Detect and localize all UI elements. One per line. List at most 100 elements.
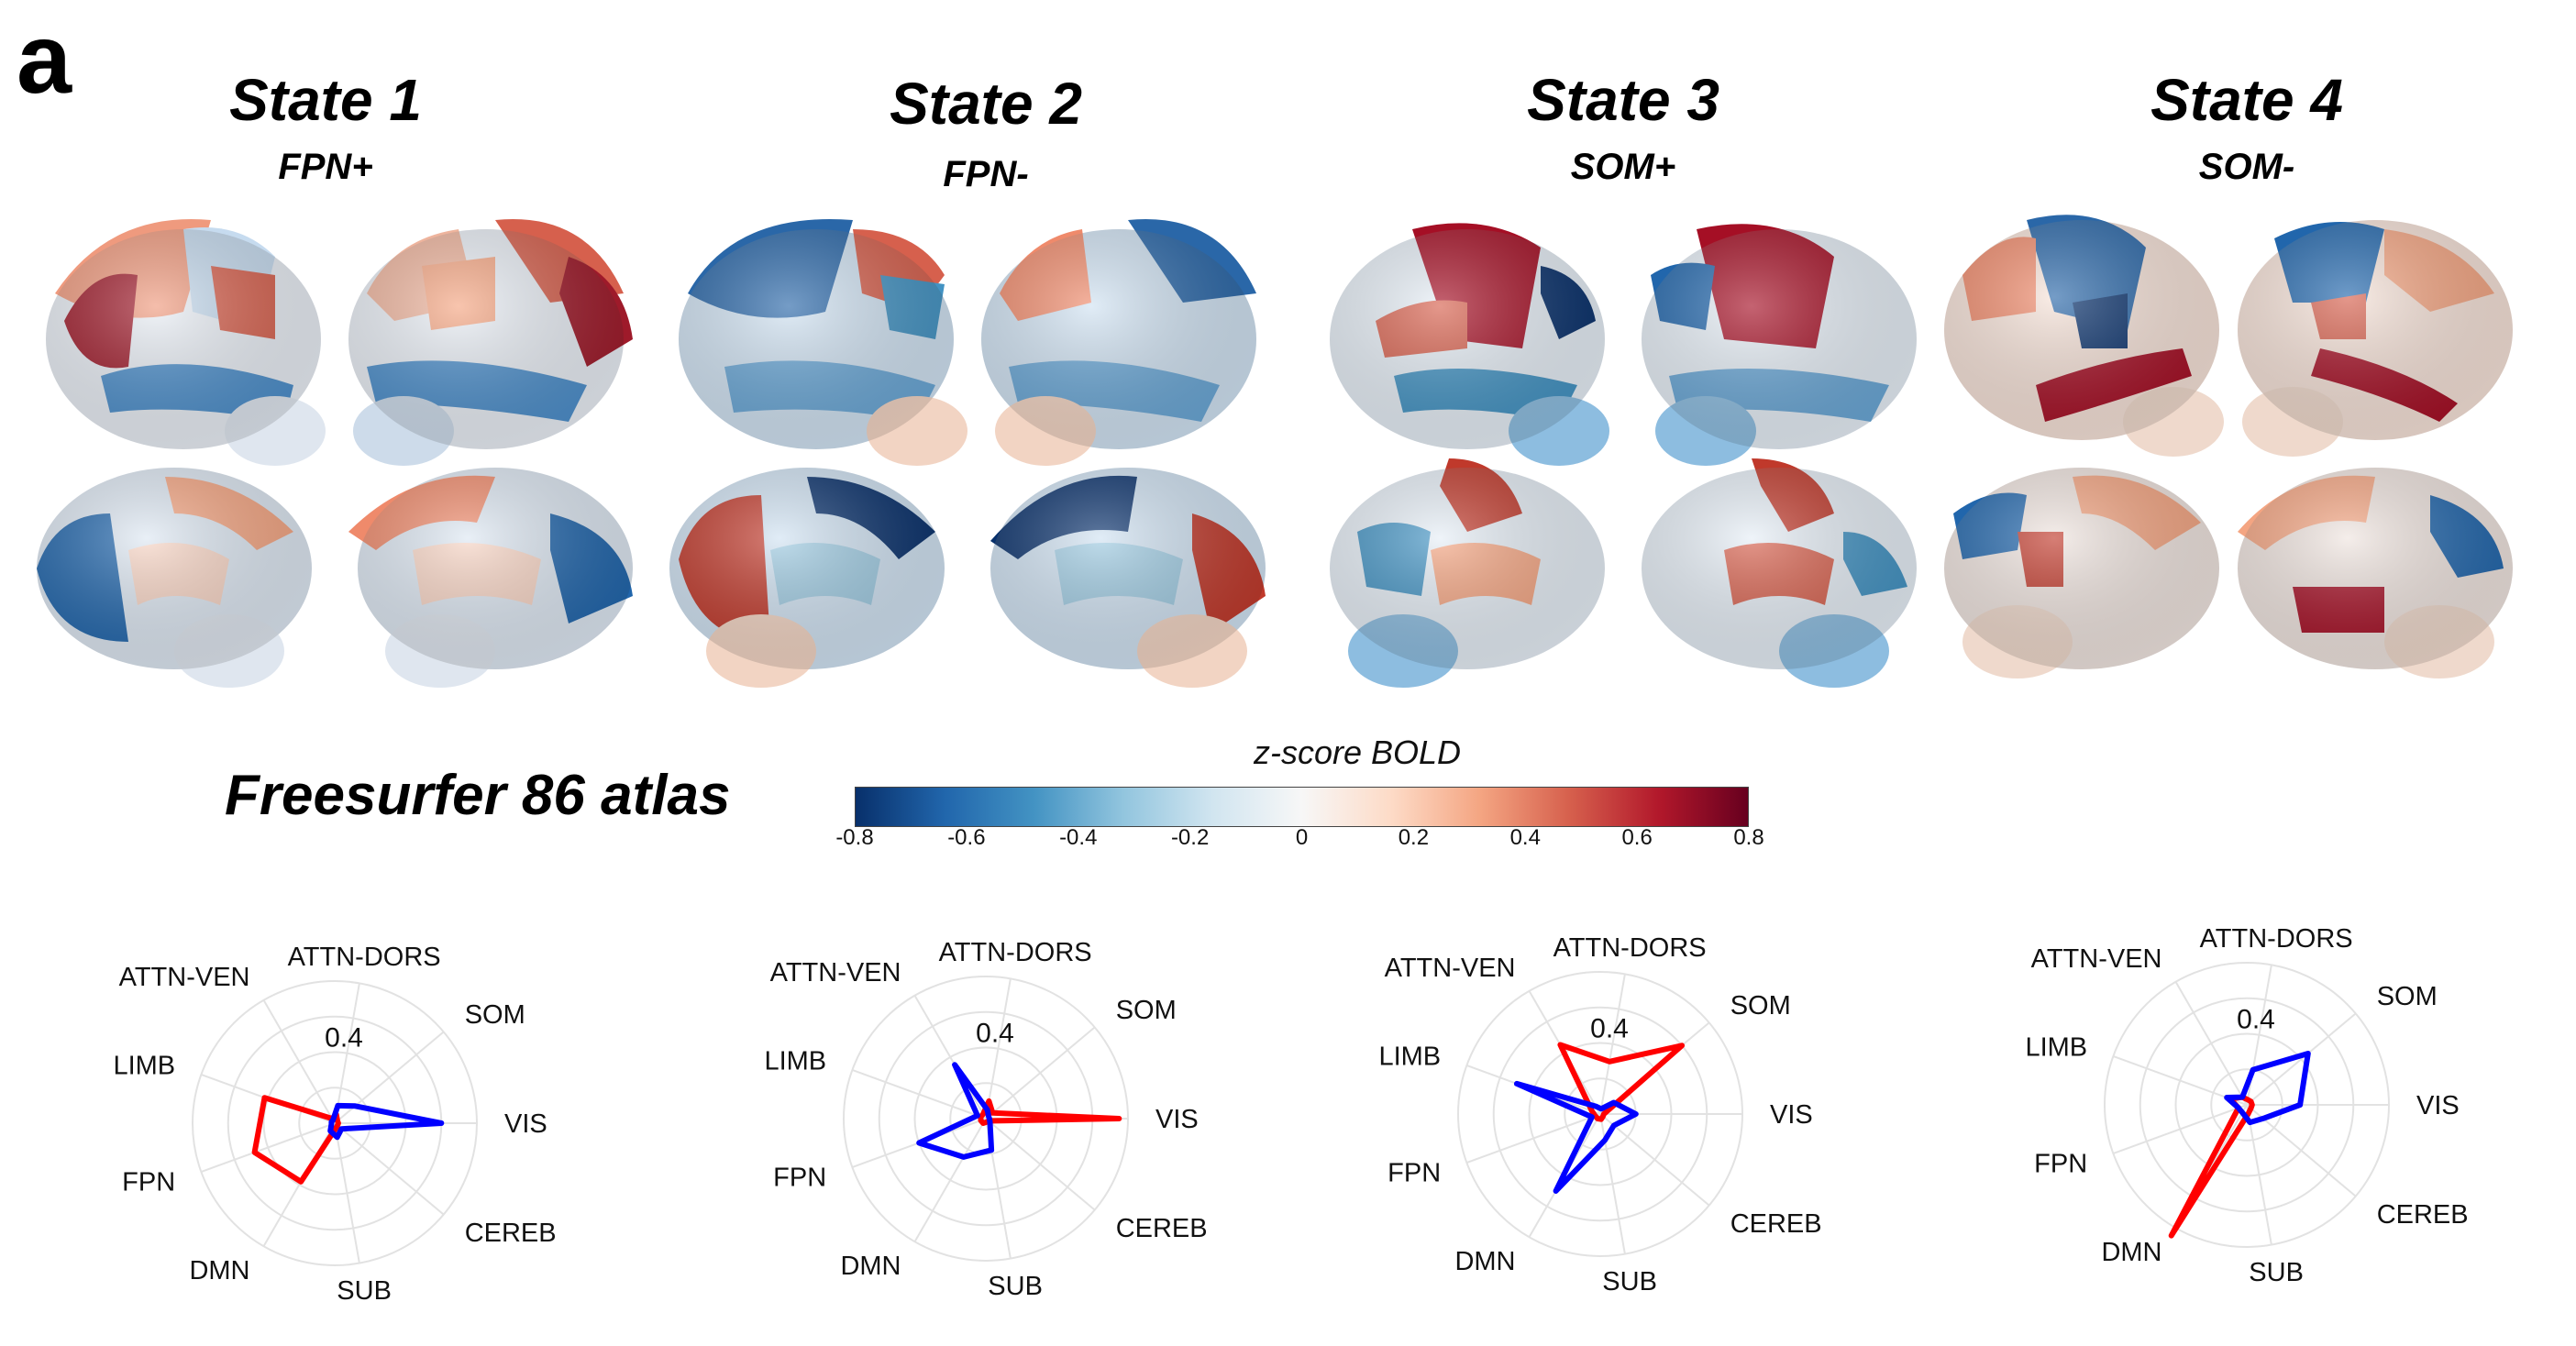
radar-spoke [985, 1026, 1096, 1120]
radar-axis-label: ATTN-DORS [1553, 933, 1707, 963]
radar-axis-label: LIMB [113, 1052, 175, 1081]
radar-axis-label: ATTN-DORS [2200, 924, 2353, 954]
radar-axis-label: SUB [337, 1276, 392, 1306]
state-3-medial-right-brain [1642, 458, 1917, 688]
atlas-label: Freesurfer 86 atlas [225, 764, 731, 827]
radar-radial-tick: 0.4 [325, 1023, 363, 1054]
radar-axis-label: SUB [1602, 1267, 1657, 1296]
radar-series-2 [1514, 1080, 1639, 1194]
state-2-subtitle: FPN- [943, 154, 1029, 194]
radar-axis-label: SUB [988, 1272, 1043, 1301]
radar-spoke [1599, 1113, 1626, 1254]
radar-axis-label: DMN [189, 1256, 249, 1285]
radar-spoke [985, 978, 1012, 1120]
state-1-medial-right-brain [348, 468, 633, 688]
colorbar-tick: 0.4 [1509, 825, 1541, 850]
colorbar-tick: 0 [1295, 825, 1309, 850]
state-3-lateral-right-brain [1642, 224, 1917, 466]
state-3-title: State 3 [1527, 67, 1719, 133]
radar-spoke [1599, 1113, 1710, 1207]
colorbar-tick: -0.6 [947, 825, 986, 850]
radar-axis-label: ATTN-DORS [939, 938, 1092, 967]
radar-series-2 [916, 1062, 995, 1160]
radar-axis-label: SOM [1730, 991, 1791, 1021]
radar-spoke [852, 1069, 987, 1120]
radar-axis-label: CEREB [2377, 1200, 2469, 1230]
radar-spoke [262, 999, 336, 1124]
state-2-lateral-right-brain [981, 219, 1256, 466]
radar-chart-2: VIS SOM ATTN-DORS ATTN-VEN LIMB FPN DMN SUB CERE… [764, 938, 1207, 1301]
state-2-medial-right-brain [990, 468, 1266, 688]
state-3-subtitle: SOM+ [1570, 147, 1676, 187]
radar-axis-label: SOM [2377, 982, 2438, 1011]
state-4-brains [1944, 215, 2513, 679]
radar-spoke [985, 1118, 1096, 1211]
radar-axis-label: FPN [2034, 1149, 2087, 1178]
colorbar-title: z-score BOLD [1253, 734, 1462, 771]
radar-spoke [2113, 1104, 2248, 1154]
radar-axis-label: ATTN-VEN [770, 958, 901, 987]
radar-radial-tick: 0.4 [1590, 1014, 1629, 1044]
radar-axis-label: ATTN-DORS [288, 943, 441, 972]
radar-axis-label: VIS [1770, 1100, 1813, 1130]
state-1-subtitle: FPN+ [278, 147, 373, 187]
radar-spoke [2246, 1012, 2357, 1106]
colorbar-tick: 0.2 [1398, 825, 1430, 850]
radar-axis-label: VIS [504, 1109, 547, 1139]
radar-axis-label: SUB [2249, 1258, 2304, 1287]
state-3-medial-left-brain [1330, 458, 1605, 688]
radar-axis-label: VIS [1155, 1105, 1199, 1134]
radar-axis-label: LIMB [1378, 1043, 1441, 1072]
radar-radial-tick: 0.4 [2237, 1005, 2275, 1035]
radar-axis-label: ATTN-VEN [119, 963, 250, 992]
radar-chart-4: VIS SOM ATTN-DORS ATTN-VEN LIMB FPN DMN SUB CERE… [2025, 924, 2468, 1287]
radar-spoke [2246, 965, 2272, 1106]
state-3-brains [1330, 223, 1917, 688]
radar-chart-1: VIS SOM ATTN-DORS ATTN-VEN LIMB FPN DMN SUB CERE… [113, 943, 556, 1306]
radar-axis-label: FPN [1388, 1158, 1441, 1187]
radar-axis-label: DMN [840, 1252, 901, 1281]
radar-charts: VIS SOM ATTN-DORS ATTN-VEN LIMB FPN DMN SUB CERE… [113, 924, 2468, 1306]
state-1-medial-left-brain [37, 468, 312, 688]
radar-radial-tick: 0.4 [976, 1019, 1014, 1049]
state-2-brains [669, 219, 1266, 688]
state-4-medial-right-brain [2238, 468, 2513, 679]
colorbar-gradient [855, 787, 1749, 827]
radar-axis-label: ATTN-VEN [1385, 954, 1516, 983]
radar-spoke [334, 1122, 445, 1216]
radar-axis-label: DMN [2101, 1238, 2161, 1267]
radar-chart-3: VIS SOM ATTN-DORS ATTN-VEN LIMB FPN DMN SUB CERE… [1378, 933, 1821, 1296]
state-3-lateral-left-brain [1330, 223, 1609, 466]
colorbar-tick: 0.8 [1733, 825, 1764, 850]
brain-renderings [37, 215, 2513, 688]
radar-axis-label: SOM [1116, 996, 1177, 1025]
radar-axis-label: ATTN-VEN [2031, 944, 2162, 974]
state-4-lateral-right-brain [2238, 220, 2513, 457]
state-4-title: State 4 [2150, 67, 2343, 133]
radar-spoke [1599, 974, 1626, 1115]
radar-series-1 [251, 1095, 341, 1185]
state-2-medial-left-brain [669, 468, 945, 688]
radar-spoke [1466, 1113, 1601, 1164]
state-4-medial-left-brain [1944, 468, 2219, 679]
radar-series-1 [1557, 1042, 1686, 1122]
radar-spoke [201, 1122, 336, 1173]
radar-axis-label: SOM [465, 1000, 525, 1030]
state-2-lateral-left-brain [679, 219, 967, 466]
radar-axis-label: VIS [2416, 1091, 2460, 1120]
panel-letter: a [17, 3, 72, 114]
radar-series-2 [327, 1102, 445, 1141]
radar-axis-label: CEREB [465, 1219, 557, 1248]
state-4-subtitle: SOM- [2198, 147, 2295, 187]
state-1-lateral-right-brain [348, 219, 633, 466]
state-1-lateral-left-brain [46, 219, 326, 466]
radar-spoke [913, 1118, 987, 1242]
radar-axis-label: LIMB [764, 1047, 826, 1076]
radar-series-2 [2224, 1051, 2311, 1126]
colorbar-tick: 0.6 [1621, 825, 1653, 850]
state-1-title: State 1 [229, 67, 422, 133]
colorbar-tick: -0.4 [1059, 825, 1098, 850]
radar-axis-label: FPN [122, 1167, 175, 1197]
state-1-brains [37, 219, 633, 688]
state-4-lateral-left-brain [1944, 215, 2224, 457]
